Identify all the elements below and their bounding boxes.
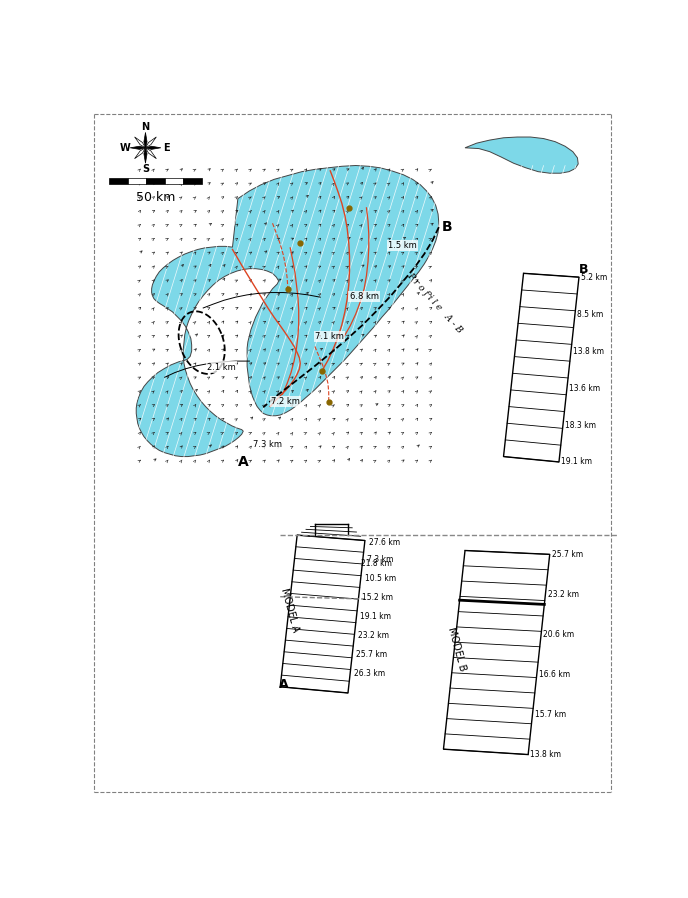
Text: 26.3 km: 26.3 km [354,669,385,678]
Text: A: A [279,678,288,691]
Text: 2.1 km: 2.1 km [207,363,236,372]
Text: 7.2 km: 7.2 km [271,397,300,406]
Text: 1.5 km: 1.5 km [388,241,417,250]
Text: 15.7 km: 15.7 km [535,710,566,719]
Text: 7.3 km: 7.3 km [253,439,282,449]
Polygon shape [444,550,550,754]
Text: MODEL B: MODEL B [447,626,468,672]
Text: 19.1 km: 19.1 km [561,457,592,466]
Text: N: N [142,122,149,132]
Polygon shape [504,273,579,462]
Polygon shape [136,165,439,456]
Text: B: B [442,220,453,234]
Text: 23.2 km: 23.2 km [548,590,579,599]
Text: W: W [119,143,130,153]
Text: 7.1 km: 7.1 km [315,331,344,340]
Text: 20.6 km: 20.6 km [544,629,574,639]
Polygon shape [135,148,145,159]
Text: 18.3 km: 18.3 km [566,420,596,429]
Text: 8.5 km: 8.5 km [577,310,603,319]
Polygon shape [145,146,161,149]
Polygon shape [280,535,365,693]
Bar [128,178,147,184]
Text: 16.6 km: 16.6 km [539,670,570,679]
Polygon shape [145,136,156,148]
Bar [109,178,128,184]
Text: 13.6 km: 13.6 km [569,383,601,392]
Text: 21.8 km: 21.8 km [361,559,392,568]
Polygon shape [145,148,156,159]
Text: MODEL A: MODEL A [279,587,301,633]
Text: E: E [163,143,169,153]
Text: 7.3 km: 7.3 km [367,555,393,564]
Text: 10.5 km: 10.5 km [365,574,396,583]
Text: S: S [142,163,149,173]
Polygon shape [130,146,145,149]
Text: 6.8 km: 6.8 km [350,292,378,301]
Text: 13.8 km: 13.8 km [530,750,561,759]
Text: P r o f i l e   A - B: P r o f i l e A - B [405,270,464,335]
Text: 23.2 km: 23.2 km [358,631,389,640]
Text: 25.7 km: 25.7 km [356,650,387,659]
Polygon shape [135,136,145,148]
Polygon shape [465,137,578,173]
Text: A: A [238,454,248,469]
Polygon shape [144,148,147,163]
Bar [164,178,183,184]
Text: 50 km: 50 km [136,191,175,204]
Text: 15.2 km: 15.2 km [363,594,394,603]
Text: 25.7 km: 25.7 km [552,550,583,559]
Bar [183,178,202,184]
Text: 19.1 km: 19.1 km [361,612,391,621]
Text: B: B [579,263,588,277]
Text: 13.8 km: 13.8 km [573,347,604,356]
Bar [147,178,164,184]
Text: 5.2 km: 5.2 km [581,273,608,282]
Polygon shape [144,132,147,148]
Text: 27.6 km: 27.6 km [369,538,400,547]
